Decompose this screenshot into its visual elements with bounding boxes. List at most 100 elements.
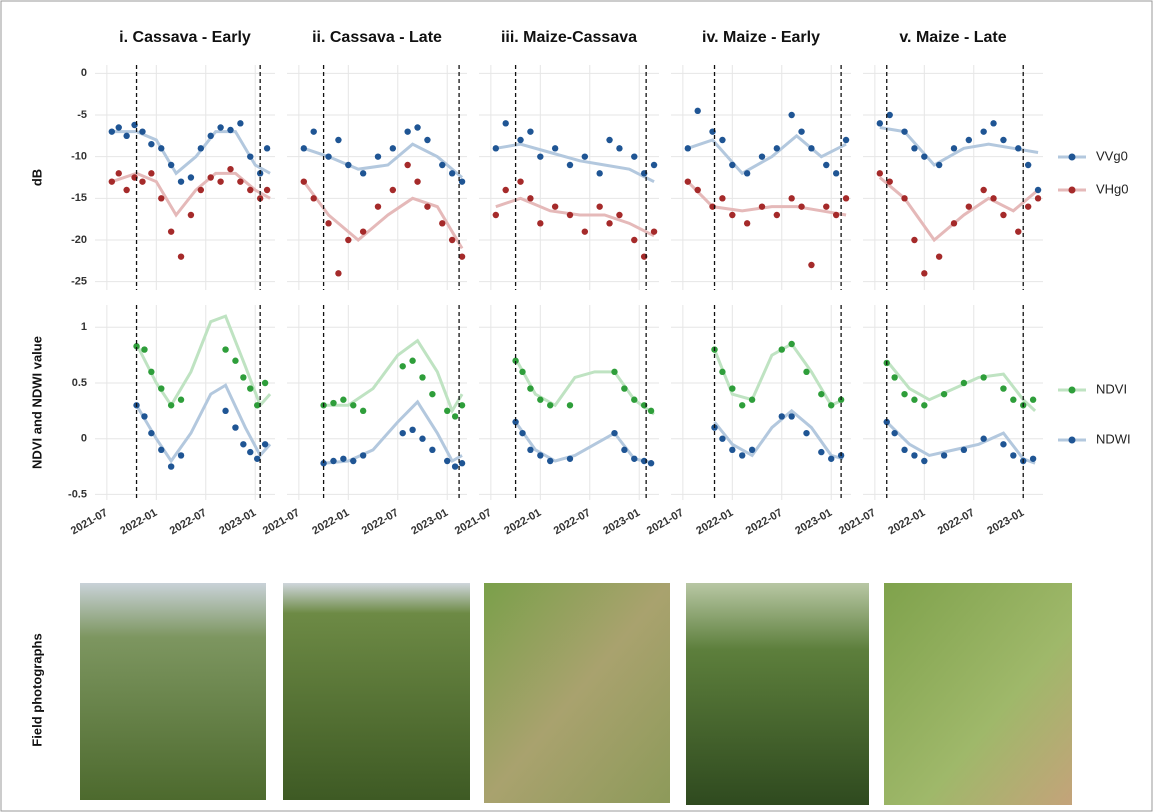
point [409,426,416,433]
point [828,402,835,409]
point [621,385,628,392]
point [621,446,628,454]
point [414,178,421,185]
point [247,186,254,194]
point [310,128,317,135]
point [527,128,534,135]
point [359,228,367,235]
point [990,195,997,202]
y-tick-label: 1 [81,321,87,333]
point [232,357,239,364]
point [187,211,195,219]
point [439,220,446,227]
point [980,128,987,135]
point [842,136,850,144]
point [519,429,526,437]
point [798,203,805,210]
point [950,220,958,227]
point [448,236,456,244]
point [227,165,234,173]
point [389,186,397,194]
point [748,446,756,454]
point [788,413,795,420]
x-tick-label: 2021-07 [69,507,110,538]
point [217,124,224,131]
point [921,270,928,277]
point [330,399,337,407]
point [345,236,352,244]
point [158,385,165,392]
x-tick-label: 2023-01 [217,507,258,538]
y-tick-label: -10 [71,151,87,163]
point [158,195,165,202]
point [566,211,574,219]
point [980,374,987,381]
point [823,161,830,169]
point [616,145,623,152]
point [177,396,185,403]
point [1010,396,1017,403]
point [451,463,459,470]
point [227,126,234,134]
point [115,124,122,131]
point [921,153,928,160]
point [803,368,810,376]
x-tick-label: 2021-07 [261,507,302,538]
x-tick-label: 2022-01 [118,507,159,538]
point [512,418,519,426]
point [842,195,850,202]
y-axis-label: NDVI and NDWI value [29,336,44,469]
point [606,136,613,144]
point [139,128,146,135]
point [773,145,781,152]
point [921,402,928,409]
point [758,153,766,160]
point [399,429,406,437]
point [389,145,397,152]
point [950,145,958,152]
point [758,203,766,210]
point [374,153,382,160]
point [1015,145,1022,152]
y-tick-label: -5 [77,109,87,121]
point [458,178,466,185]
point [818,390,825,398]
point [141,346,148,353]
point [743,220,751,227]
x-tick-label: 2023-01 [985,507,1026,538]
point [359,170,367,177]
point [517,136,524,144]
y-axis-label: dB [29,169,44,186]
point [222,407,229,415]
point [788,111,795,119]
point [424,203,431,210]
point [1000,211,1007,219]
point [1000,136,1007,144]
point [828,455,835,462]
photo [884,583,1072,805]
point [684,178,692,185]
point [650,228,658,235]
point [197,145,205,152]
point [167,402,175,409]
trend-line [885,420,1036,465]
point [414,124,421,131]
point [1029,455,1037,462]
panel-title: i. Cassava - Early [119,29,251,46]
point [803,429,810,437]
legend-dot [1068,386,1076,394]
point [350,402,357,409]
y-tick-label: -15 [71,192,87,204]
point [611,368,618,376]
point [123,186,130,194]
point [823,203,830,210]
point [247,153,254,160]
point [566,161,574,169]
y-tick-label: 0 [81,67,87,79]
y-tick-label: -0.5 [68,488,87,500]
point [300,178,308,185]
point [788,340,795,348]
point [1034,186,1042,194]
point [547,402,554,409]
photos-label: Field photographs [29,633,44,746]
